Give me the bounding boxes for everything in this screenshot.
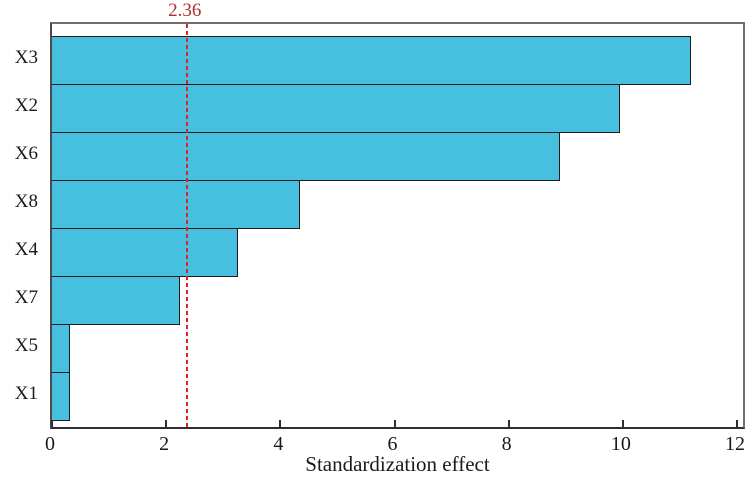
x-tick-6 (394, 420, 396, 427)
bar-X5 (52, 324, 70, 373)
bar-X6 (52, 132, 560, 181)
bar-X3 (52, 36, 691, 85)
y-tick-label-X2: X2 (14, 95, 38, 116)
x-tick-2 (165, 420, 167, 427)
x-tick-label-10: 10 (610, 433, 631, 455)
y-tick-label-X1: X1 (14, 383, 38, 404)
x-tick-label-6: 6 (387, 433, 398, 455)
bar-X2 (52, 84, 620, 133)
x-tick-0 (51, 420, 53, 427)
x-tick-10 (622, 420, 624, 427)
x-axis-title: Standardization effect (305, 452, 490, 476)
y-tick-label-X4: X4 (14, 239, 38, 260)
bar-X7 (52, 276, 180, 325)
plot-area (50, 22, 745, 429)
threshold-value-label: 2.36 (168, 0, 202, 21)
y-tick-label-X3: X3 (14, 47, 38, 68)
x-tick-label-12: 12 (725, 433, 745, 455)
x-tick-label-8: 8 (501, 433, 512, 455)
y-tick-label-X6: X6 (14, 143, 38, 164)
y-tick-label-X7: X7 (14, 287, 38, 308)
threshold-line (186, 24, 188, 427)
x-tick-8 (508, 420, 510, 427)
bar-X8 (52, 180, 300, 229)
bar-X1 (52, 372, 70, 421)
x-tick-4 (279, 420, 281, 427)
x-tick-label-0: 0 (45, 433, 55, 455)
x-tick-label-2: 2 (159, 433, 170, 455)
y-tick-label-X5: X5 (14, 335, 38, 356)
bar-X4 (52, 228, 238, 277)
x-tick-label-4: 4 (273, 433, 284, 455)
x-tick-12 (736, 420, 738, 427)
y-tick-label-X8: X8 (14, 191, 38, 212)
